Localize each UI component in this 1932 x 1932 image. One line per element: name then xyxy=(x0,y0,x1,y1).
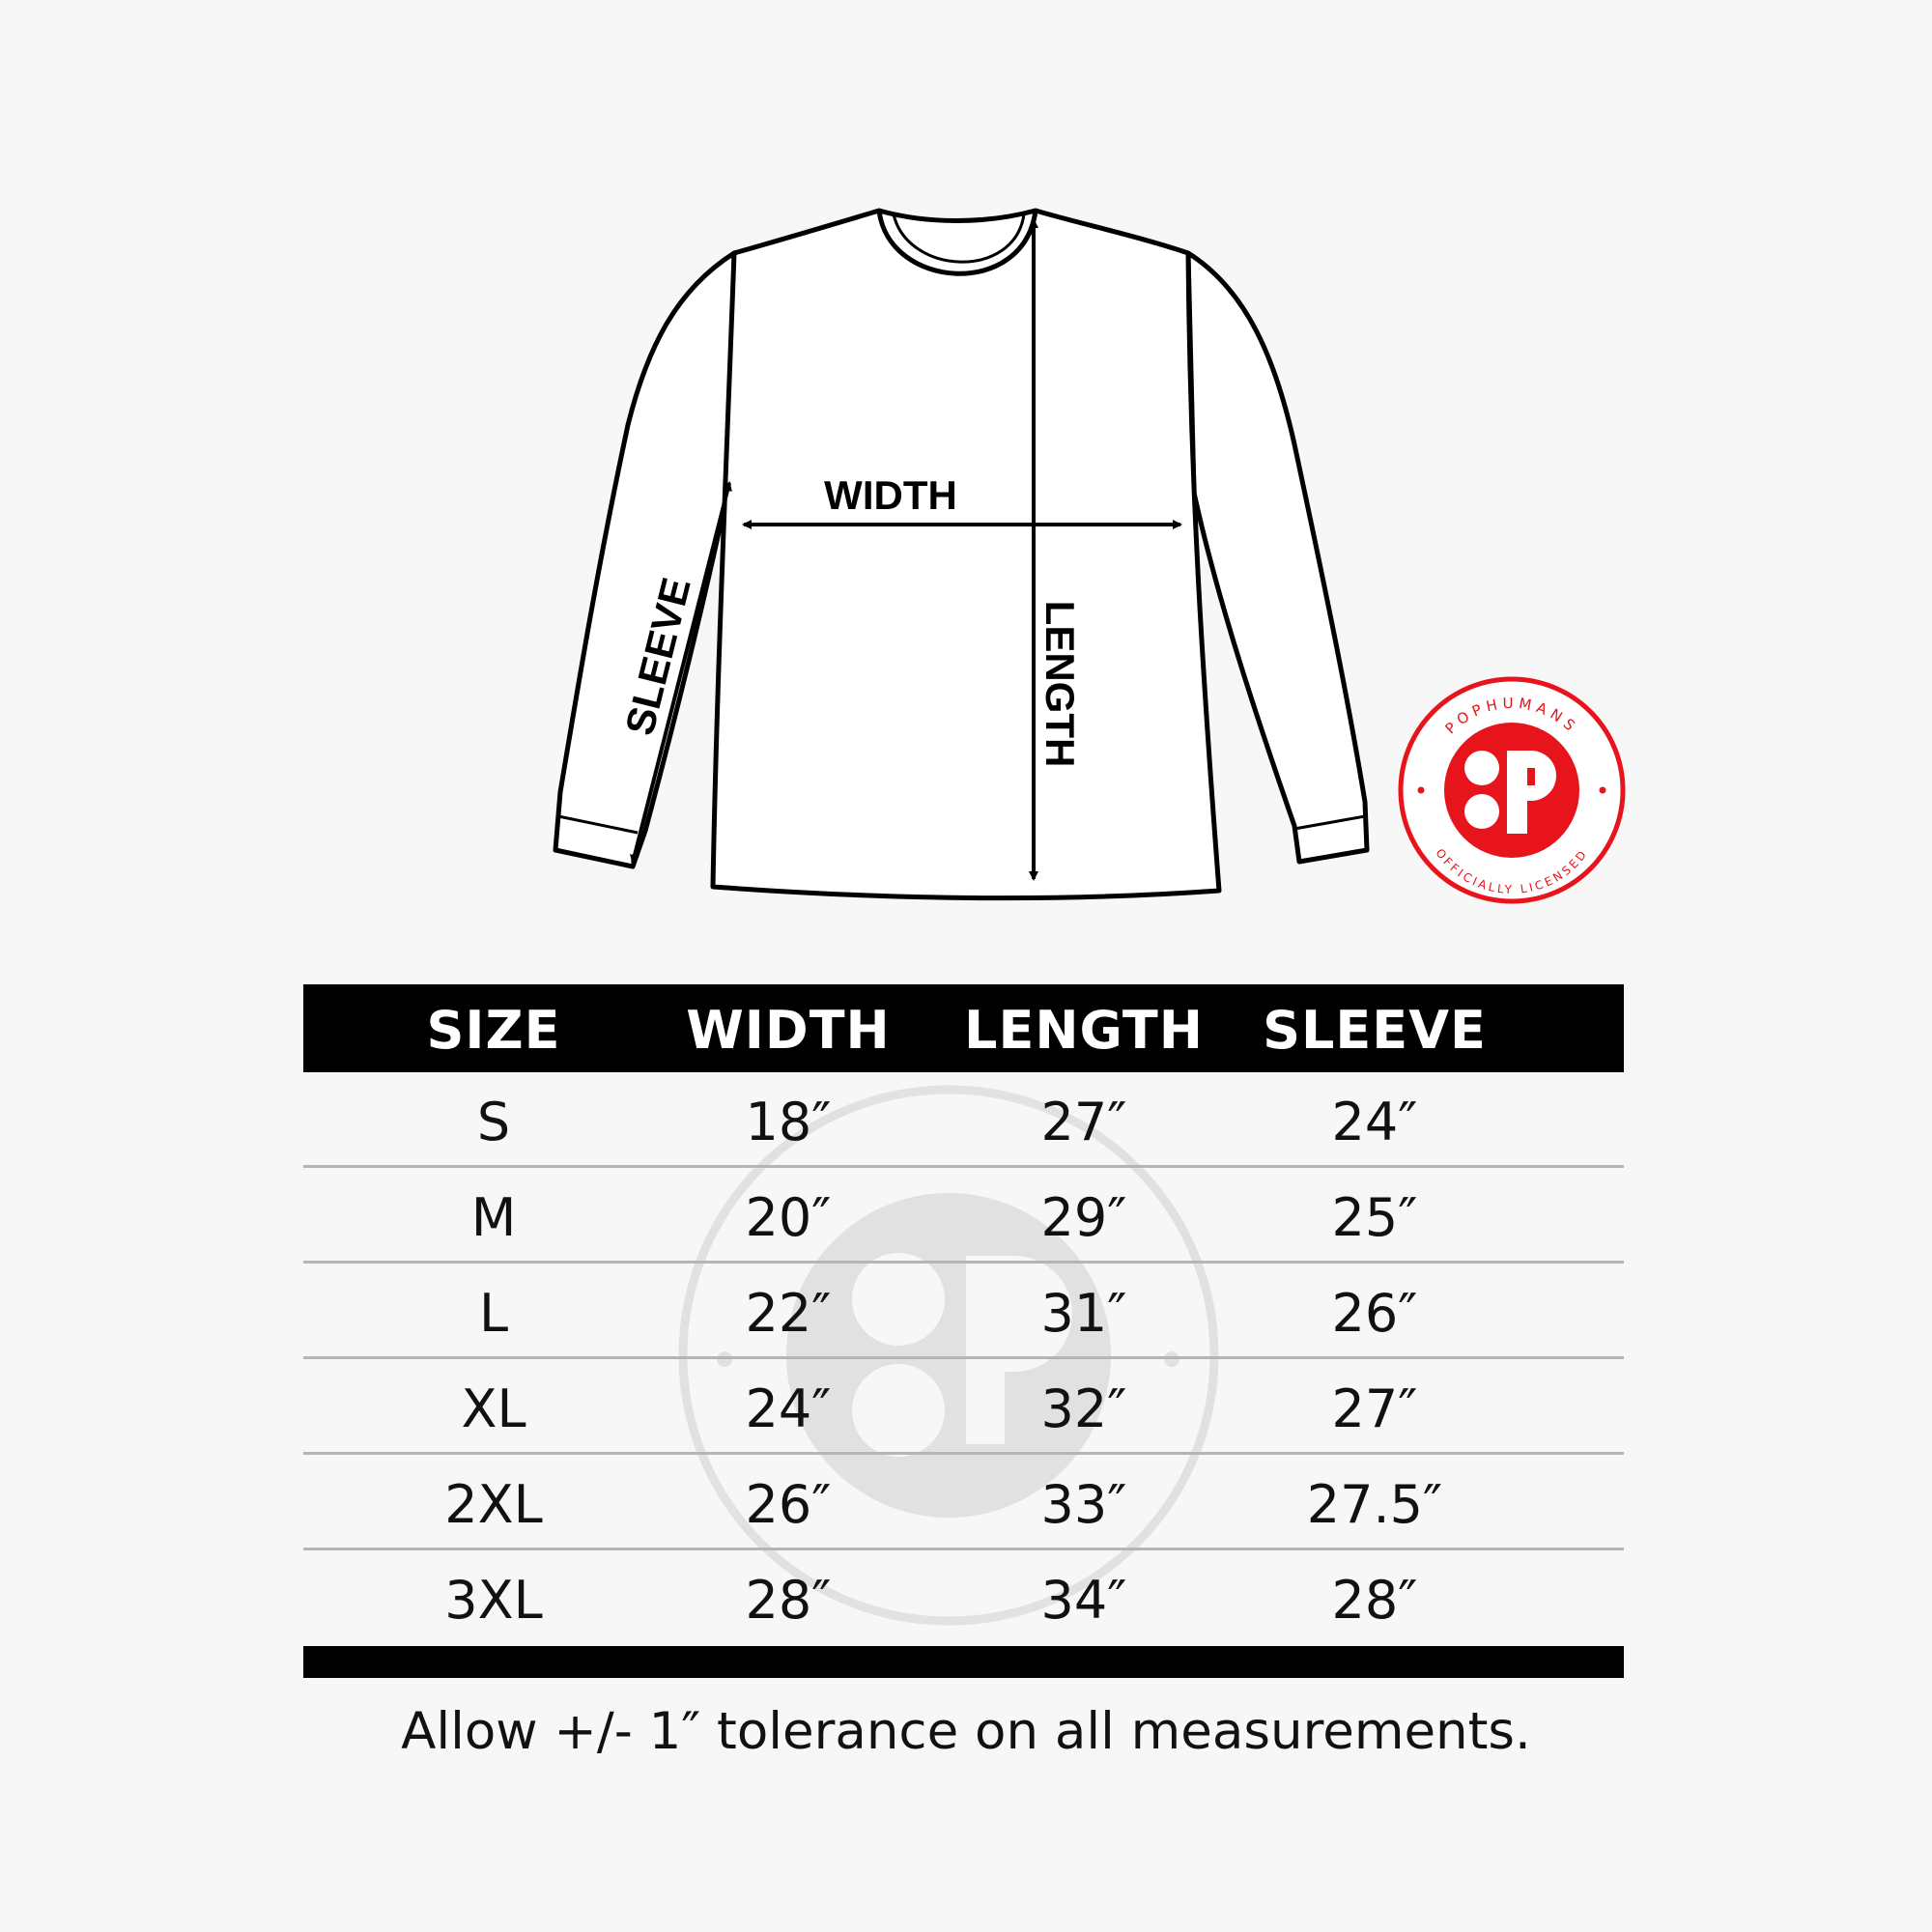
cell-length: 27″ xyxy=(1040,1092,1127,1152)
table-row: XL 24″ 32″ 27″ xyxy=(303,1359,1624,1455)
header-size: SIZE xyxy=(426,1000,561,1061)
cell-size: S xyxy=(476,1092,511,1152)
width-label: WIDTH xyxy=(824,472,957,518)
cell-length: 34″ xyxy=(1040,1570,1127,1631)
cell-width: 18″ xyxy=(745,1092,832,1152)
table-row: L 22″ 31″ 26″ xyxy=(303,1264,1624,1359)
cell-size: XL xyxy=(461,1378,526,1439)
cell-sleeve: 25″ xyxy=(1331,1187,1418,1248)
header-sleeve: SLEEVE xyxy=(1263,1000,1487,1061)
sleeve-arrow xyxy=(630,481,732,865)
cell-length: 33″ xyxy=(1040,1474,1127,1535)
cell-sleeve: 27.5″ xyxy=(1306,1474,1443,1535)
header-length: LENGTH xyxy=(964,1000,1204,1061)
table-bottom-bar xyxy=(303,1646,1624,1678)
size-chart-table: SIZE WIDTH LENGTH SLEEVE S 18″ 27″ 24″ M… xyxy=(303,984,1624,1678)
cell-width: 24″ xyxy=(745,1378,832,1439)
table-header: SIZE WIDTH LENGTH SLEEVE xyxy=(303,984,1624,1072)
cell-length: 29″ xyxy=(1040,1187,1127,1248)
cell-size: 2XL xyxy=(444,1474,543,1535)
cell-sleeve: 26″ xyxy=(1331,1283,1418,1344)
table-row: 3XL 28″ 34″ 28″ xyxy=(303,1550,1624,1646)
table-row: M 20″ 29″ 25″ xyxy=(303,1168,1624,1264)
table-row: S 18″ 27″ 24″ xyxy=(303,1072,1624,1168)
cell-width: 22″ xyxy=(745,1283,832,1344)
cell-sleeve: 24″ xyxy=(1331,1092,1418,1152)
cell-size: L xyxy=(478,1283,509,1344)
cell-length: 31″ xyxy=(1040,1283,1127,1344)
cell-size: 3XL xyxy=(444,1570,543,1631)
cell-width: 26″ xyxy=(745,1474,832,1535)
cell-width: 20″ xyxy=(745,1187,832,1248)
table-row: 2XL 26″ 33″ 27.5″ xyxy=(303,1455,1624,1550)
length-label: LENGTH xyxy=(1037,601,1083,768)
tolerance-note: Allow +/- 1″ tolerance on all measuremen… xyxy=(401,1702,1531,1761)
cell-size: M xyxy=(470,1187,517,1248)
header-width: WIDTH xyxy=(686,1000,891,1061)
cell-width: 28″ xyxy=(745,1570,832,1631)
cell-sleeve: 27″ xyxy=(1331,1378,1418,1439)
cell-length: 32″ xyxy=(1040,1378,1127,1439)
cell-sleeve: 28″ xyxy=(1331,1570,1418,1631)
